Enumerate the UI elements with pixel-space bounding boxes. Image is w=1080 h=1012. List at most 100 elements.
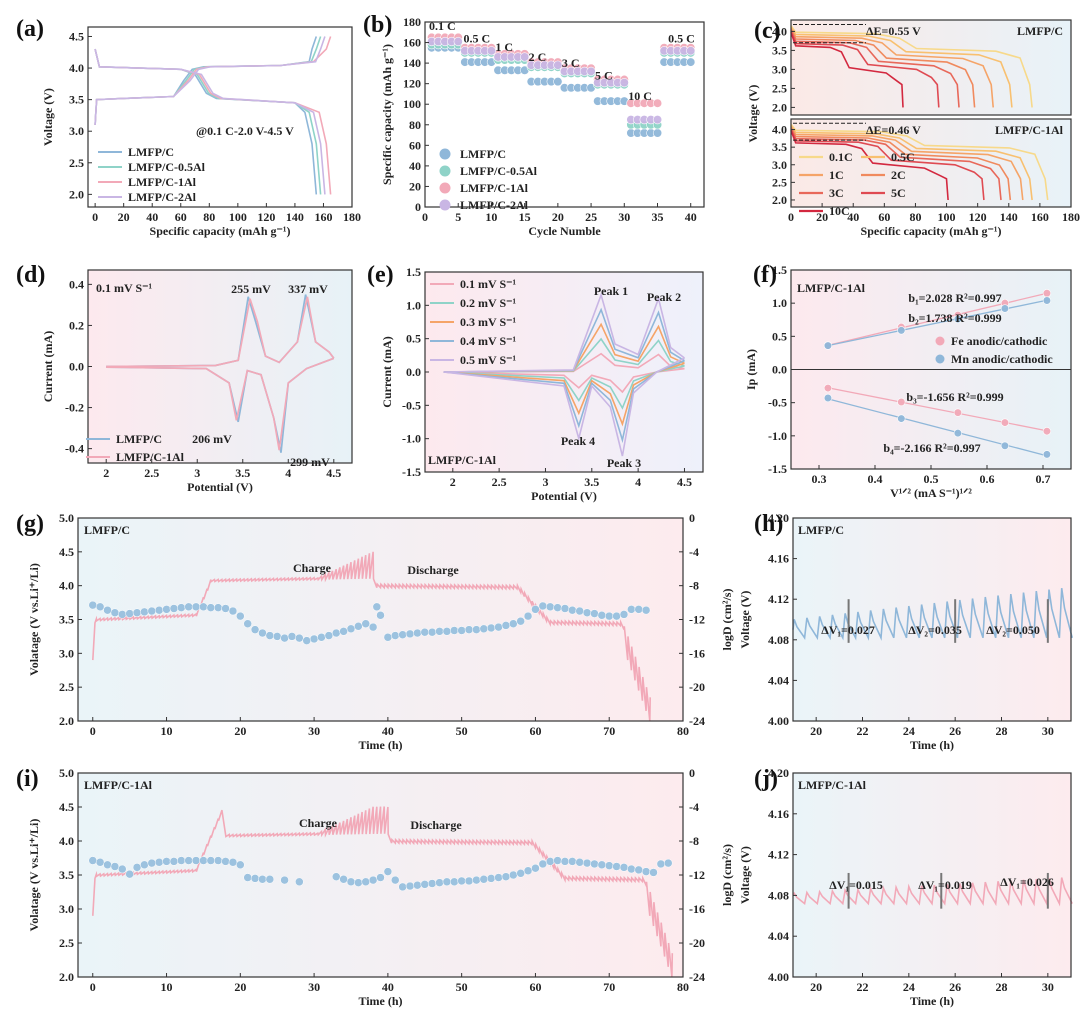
delta-annotation: ΔE=0.55 V: [866, 24, 921, 38]
logd-point: [597, 611, 607, 620]
data-point: [652, 115, 663, 125]
rate-label: 3 C: [562, 56, 580, 70]
logd-point: [317, 633, 326, 642]
legend-swatch: [439, 148, 451, 160]
x-tick-label: 60: [175, 210, 187, 224]
x-tick-label: 20: [234, 724, 246, 738]
legend-label: LMFP/C-1Al: [460, 181, 529, 195]
legend-label: 0.2 mV S⁻¹: [460, 296, 516, 310]
x-tick-label: 50: [456, 980, 468, 994]
x-tick-label: 30: [618, 210, 630, 224]
logd-point: [287, 632, 297, 641]
panel-i: 0 10 20 30 40 50 60 70 80 2.0 2.5 3.0 3.5 4.0 4.5 5.0 Ti…: [16, 766, 734, 1008]
plot-background: [793, 518, 1071, 721]
x-tick-label: 4.5: [326, 466, 341, 480]
y-tick-label: 4.0: [59, 834, 74, 848]
x-axis-label: Time (h): [910, 994, 954, 1008]
logd-point: [125, 609, 134, 618]
logd-point: [486, 874, 496, 883]
x-tick-label: 15: [519, 210, 531, 224]
logd-point: [604, 611, 614, 621]
y2-tick-label: -12: [689, 613, 705, 627]
cv-curve: [443, 307, 685, 373]
data-point: [686, 57, 696, 67]
voltage-curve: [792, 877, 1073, 907]
plot-area: [443, 292, 685, 457]
axis-frame: [87, 26, 353, 208]
y-tick-label: 2.0: [59, 970, 74, 984]
x-tick-label: 60: [529, 980, 541, 994]
logd-point: [346, 624, 356, 634]
sample-label: LMFP/C-1Al: [797, 281, 866, 295]
logd-point: [376, 873, 385, 882]
fit-line: [824, 299, 1049, 347]
y-tick-label: 4.04: [768, 673, 789, 687]
y-tick-label: -0.2: [65, 401, 84, 415]
logd-point: [641, 867, 651, 876]
logd-point: [184, 602, 193, 612]
y-tick-label: -0.4: [65, 442, 84, 456]
rate-curve: [790, 31, 940, 108]
charge-curve: [94, 36, 326, 125]
logd-point: [295, 877, 304, 887]
y-tick-label: 0.0: [772, 363, 787, 377]
panel-label: (f): [753, 262, 777, 288]
x-tick-label: 120: [969, 210, 987, 224]
y-tick-label: 4.08: [768, 888, 789, 902]
delta-v-label: ΔV₁=0.026: [1000, 875, 1054, 889]
data-point: [1042, 450, 1052, 459]
voltage-curve: [92, 806, 674, 978]
y-tick-label: 4.5: [59, 545, 74, 559]
y-tick-label: 4.16: [768, 552, 789, 566]
logd-point: [228, 858, 238, 867]
x-tick-label: 4: [285, 466, 291, 480]
legend-label: LMFP/C-2Al: [460, 198, 529, 212]
y-tick-label: -0.5: [768, 396, 787, 410]
y-tick-label: 140: [403, 56, 421, 70]
logd-point: [450, 626, 459, 635]
logd-point: [509, 870, 518, 880]
logd-point: [95, 858, 105, 867]
x-axis-label: Potential (V): [531, 489, 597, 503]
logd-point: [272, 632, 282, 641]
logd-point: [575, 858, 584, 867]
y2-axis-label: logD (cm²/s): [720, 844, 734, 906]
logd-point: [169, 604, 179, 613]
cv-curve: [443, 352, 685, 373]
logd-point: [361, 619, 370, 628]
y-tick-label: 4.20: [768, 511, 789, 525]
logd-point: [457, 876, 466, 886]
y-tick-label: 2.5: [772, 175, 787, 189]
y-axis-label: Ip (mA): [744, 349, 758, 390]
panel-label: (i): [16, 766, 39, 792]
data-point: [1042, 289, 1052, 298]
logd-point: [125, 869, 134, 879]
y-tick-label: 4.12: [768, 592, 789, 606]
x-tick-label: 30: [1042, 980, 1054, 994]
data-point: [652, 98, 663, 108]
delta-v-label: ΔV₁=0.015: [829, 878, 883, 892]
y-tick-label: -1.0: [402, 432, 421, 446]
logd-point: [634, 865, 643, 875]
x-tick-label: 80: [677, 980, 689, 994]
x-tick-label: 80: [677, 724, 689, 738]
x-tick-label: 20: [810, 980, 822, 994]
logd-point: [331, 628, 341, 638]
y-tick-label: 3.5: [59, 868, 74, 882]
y-tick-label: 4.0: [69, 61, 84, 75]
x-tick-label: 3.5: [235, 466, 250, 480]
panel-f: 0.3 0.4 0.5 0.6 0.7 -1.5 -1.0 -0.5 0.0 0.5 1.0 1.5 V…: [744, 262, 1072, 500]
rate-curve: [790, 32, 904, 108]
data-point: [520, 52, 530, 62]
x-tick-label: 20: [810, 724, 822, 738]
data-point: [553, 77, 563, 87]
plot-area: [792, 872, 1073, 909]
y-axis-label: Specific capacity (mAh g⁻¹): [380, 44, 394, 185]
logd-point: [413, 880, 422, 890]
axis-frame: [77, 517, 684, 722]
x-tick-label: 0: [92, 210, 98, 224]
panel-label: (e): [367, 262, 394, 288]
y-tick-label: 4.0: [772, 123, 787, 137]
peak-label: Peak 1: [594, 284, 628, 298]
legend-label: Mn anodic/cathodic: [951, 352, 1053, 366]
